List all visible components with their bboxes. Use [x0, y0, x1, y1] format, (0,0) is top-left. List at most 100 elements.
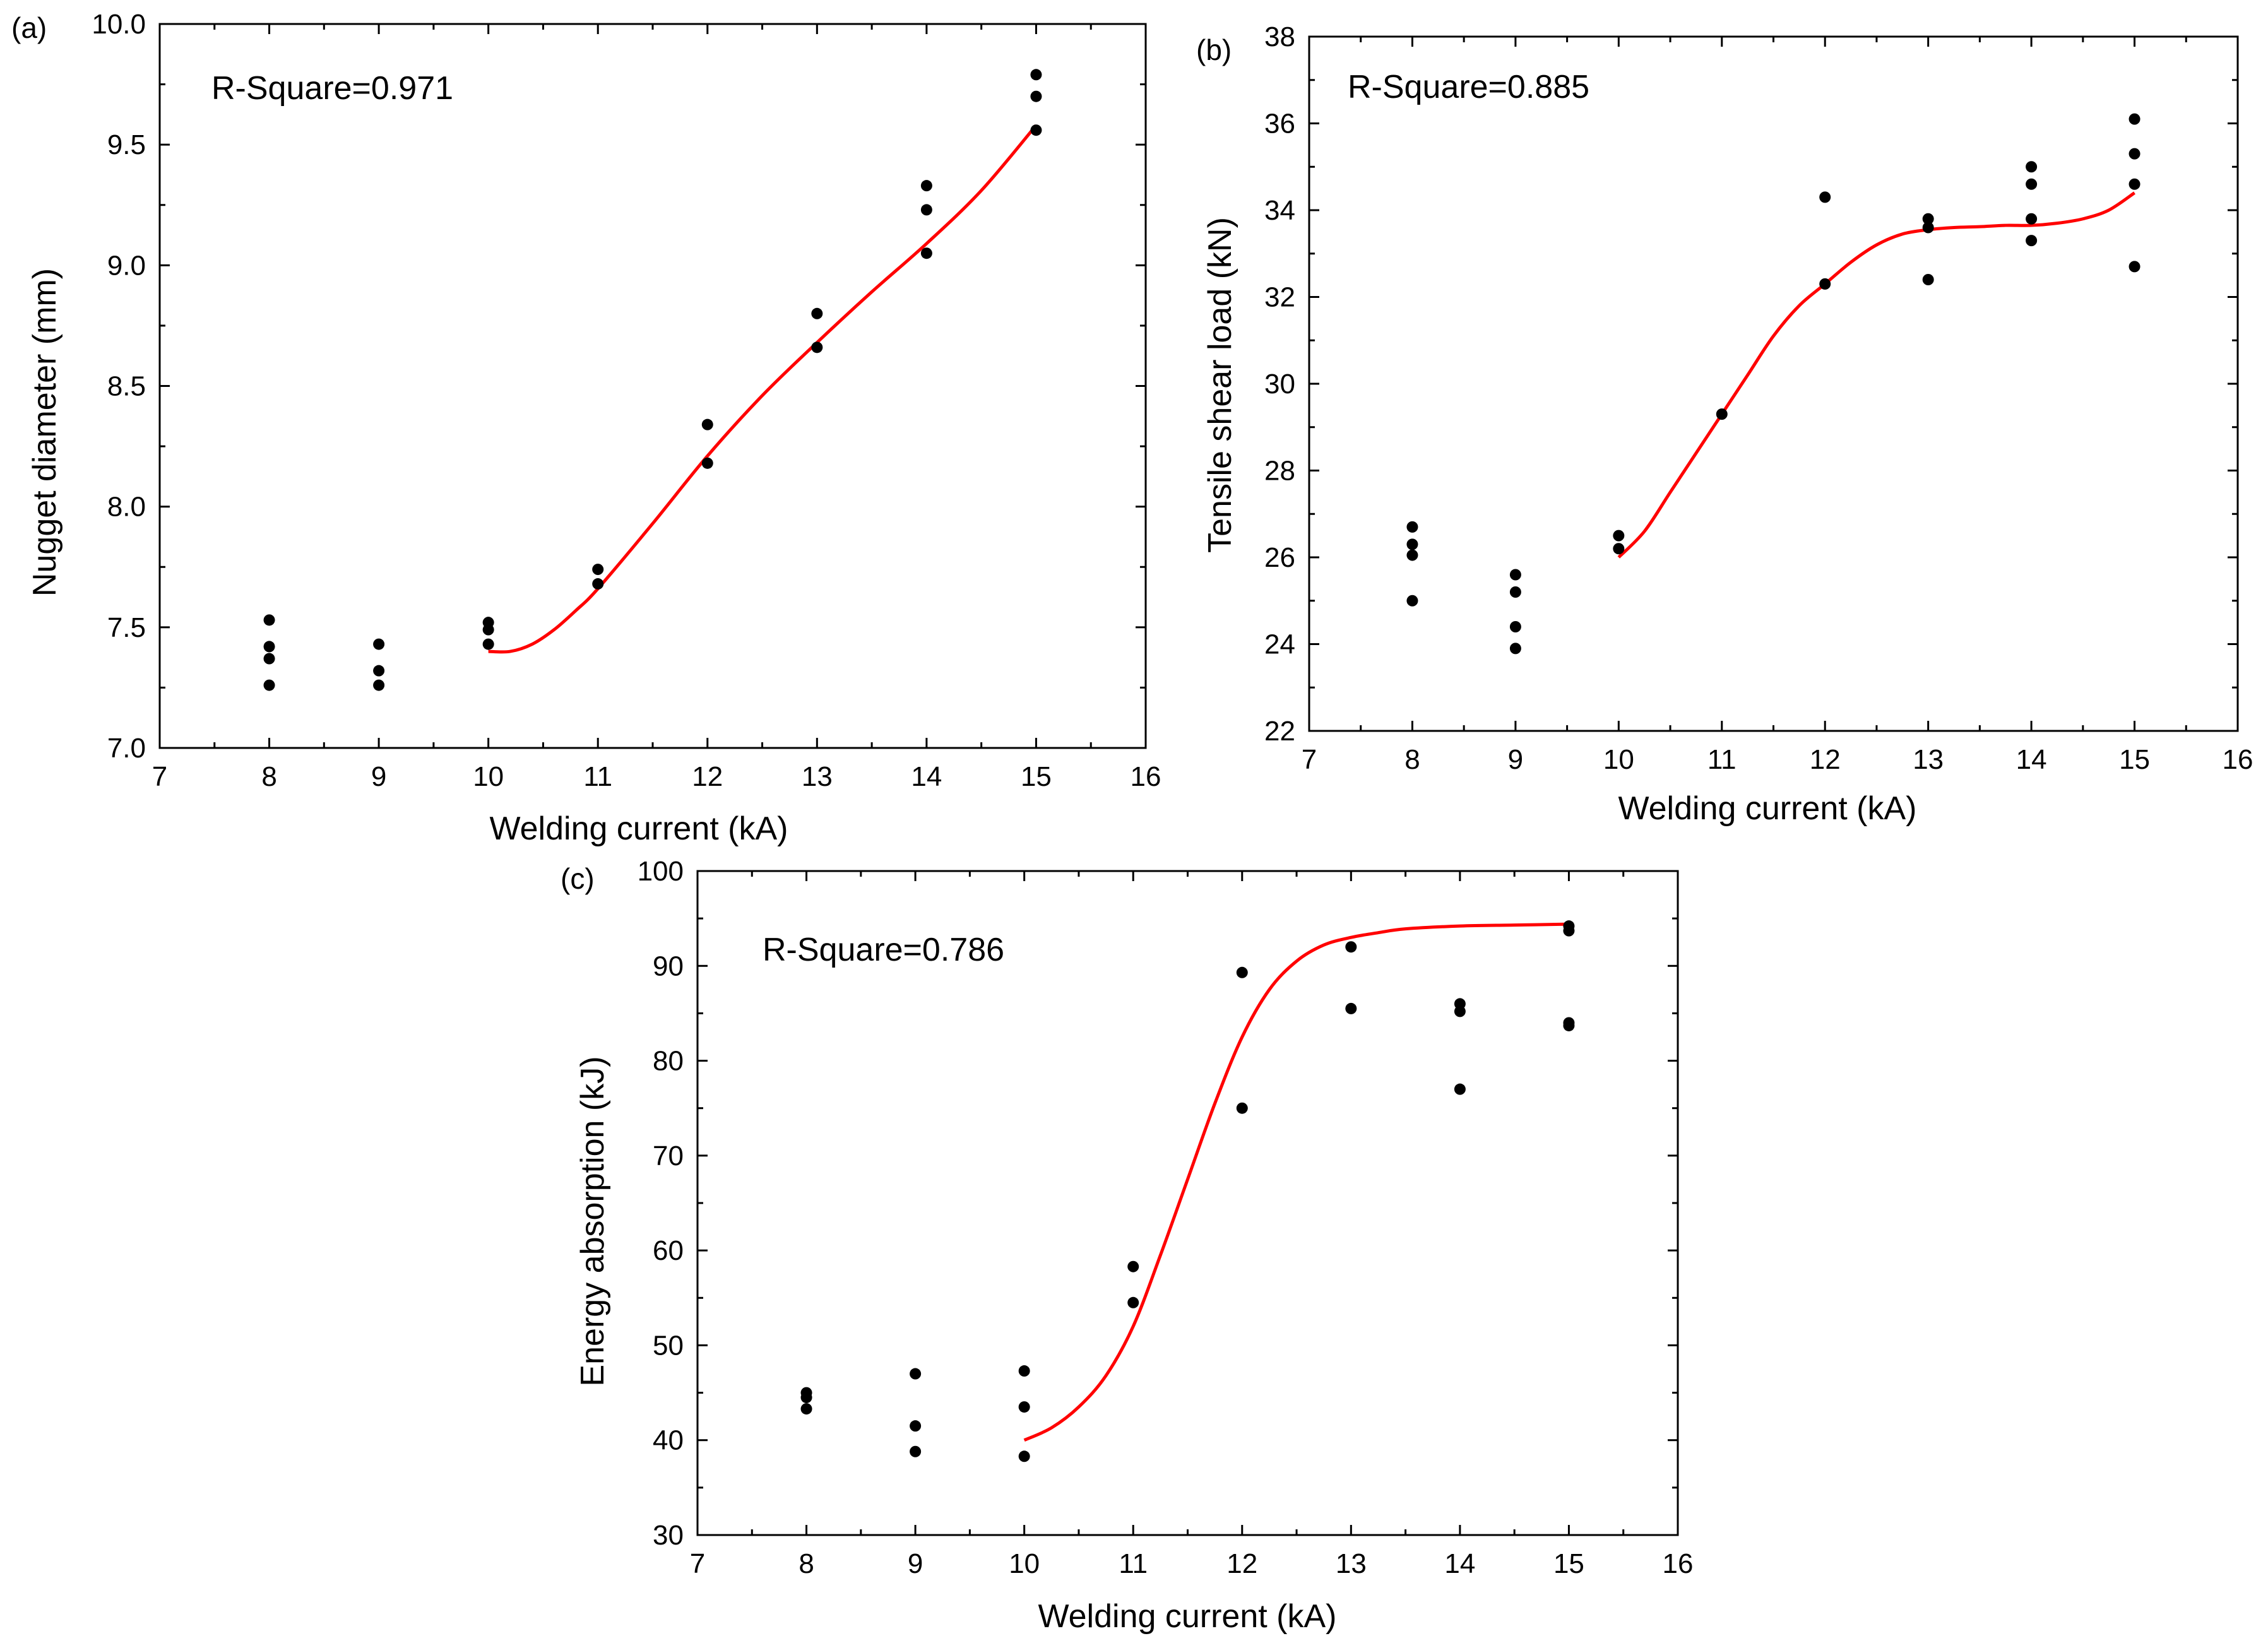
panel-a-y-tick-label: 7.5	[107, 612, 146, 643]
panel-a-x-tick-label: 16	[1131, 761, 1161, 792]
panel-a-x-tick-label: 8	[261, 761, 276, 792]
panel-a-data-point	[373, 665, 385, 677]
panel-b-data-point	[1819, 278, 1831, 290]
panel-a-y-tick-label: 8.0	[107, 492, 146, 523]
panel-a-y-axis-title: Nugget diameter (mm)	[27, 268, 63, 596]
panel-b-x-axis-title: Welding current (kA)	[1618, 790, 1917, 827]
panel-a-y-tick-label: 7.0	[107, 733, 146, 764]
panel-a-data-point	[482, 638, 494, 650]
panel-a-x-axis-title: Welding current (kA)	[490, 810, 788, 847]
panel-b-data-point	[1613, 530, 1625, 542]
panel-c-data-point	[1454, 1083, 1466, 1095]
panel-c-y-tick-label: 60	[653, 1235, 684, 1266]
panel-b-y-axis-title: Tensile shear load (kN)	[1202, 217, 1238, 553]
panel-b-x-tick-label: 11	[1707, 744, 1737, 775]
panel-b-data-point	[2128, 148, 2140, 160]
panel-c-x-tick-label: 14	[1444, 1548, 1475, 1579]
panel-c-data-point	[1345, 1002, 1357, 1014]
panel-a-r-square: R-Square=0.971	[211, 70, 453, 107]
panel-c-x-tick-label: 13	[1336, 1548, 1367, 1579]
panel-c-data-point	[1236, 966, 1248, 978]
panel-a-data-point	[263, 679, 275, 691]
panel-b-y-tick-label: 36	[1264, 109, 1295, 139]
panel-c-data-point	[800, 1392, 812, 1404]
panel-c-data-point	[1454, 1005, 1466, 1017]
panel-b-y-tick-label: 30	[1264, 369, 1295, 400]
panel-c-x-tick-label: 7	[690, 1548, 705, 1579]
panel-b-data-point	[1716, 408, 1728, 420]
panel-b-data-point	[1509, 621, 1521, 632]
panel-b-y-tick-label: 22	[1264, 716, 1295, 747]
panel-a-x-tick-label: 10	[473, 761, 504, 792]
panel-a-x-tick-label: 9	[371, 761, 386, 792]
panel-a-data-point	[482, 624, 494, 636]
panel-b-x-tick-label: 13	[1913, 744, 1944, 775]
panel-b-data-point	[1922, 213, 1934, 225]
panel-b-fit-curve	[1617, 191, 2135, 559]
panel-c-y-tick-label: 30	[653, 1520, 684, 1551]
panel-a-x-tick-label: 11	[583, 761, 612, 792]
panel-a-x-tick-label: 13	[802, 761, 833, 792]
panel-b-x-tick-label: 14	[2016, 744, 2047, 775]
panel-b-data-point	[1509, 569, 1521, 581]
panel-a-y-tick-label: 8.5	[107, 371, 146, 402]
panel-b-data-point	[1406, 538, 1418, 550]
panel-c-y-tick-label: 90	[653, 951, 684, 981]
panel-c-x-tick-label: 15	[1553, 1548, 1584, 1579]
panel-b-data-point	[2026, 178, 2038, 190]
panel-a-data-point	[920, 204, 932, 216]
panel-b-y-tick-label: 28	[1264, 456, 1295, 487]
panel-b-data-point	[1509, 643, 1521, 655]
panel-c-y-axis-title: Energy absorption (kJ)	[574, 1056, 611, 1386]
panel-b-x-tick-label: 7	[1302, 744, 1317, 775]
panel-b-r-square: R-Square=0.885	[1348, 69, 1589, 105]
panel-a-y-tick-label: 10.0	[92, 9, 146, 40]
panel-b-x-tick-label: 16	[2223, 744, 2253, 775]
panel-b-data-point	[1819, 191, 1831, 203]
panel-a-data-point	[592, 564, 604, 576]
panel-a-x-tick-label: 12	[692, 761, 723, 792]
panel-a-data-point	[263, 653, 275, 665]
panel-b-y-tick-label: 32	[1264, 282, 1295, 313]
panel-a-x-tick-label: 14	[911, 761, 942, 792]
panel-a-data-point	[811, 341, 823, 353]
panel-c-data-point	[910, 1420, 922, 1432]
panel-b-data-point	[1406, 521, 1418, 533]
panel-c-data-point	[1127, 1296, 1139, 1308]
panel-b-label: (b)	[1196, 33, 1232, 66]
panel-c-data-point	[1127, 1260, 1139, 1272]
panel-a-data-point	[263, 614, 275, 626]
panel-a-data-point	[701, 418, 713, 430]
panel-b-data-point	[2026, 213, 2038, 225]
panel-c-y-tick-label: 70	[653, 1141, 684, 1171]
panel-c-x-tick-label: 16	[1663, 1548, 1694, 1579]
panel-a-y-tick-label: 9.0	[107, 250, 146, 281]
panel-c-energy-absorption: (c) R-Square=0.786 Welding current (kA) …	[561, 856, 1693, 1635]
panel-c-label: (c)	[561, 862, 595, 895]
panel-a-x-tick-label: 7	[152, 761, 167, 792]
panel-c-x-tick-label: 12	[1226, 1548, 1257, 1579]
panel-c-data-point	[910, 1445, 922, 1457]
panel-a-label: (a)	[11, 11, 47, 44]
panel-a-data-point	[373, 638, 385, 650]
panel-b-y-tick-label: 26	[1264, 542, 1295, 573]
panel-a-data-point	[920, 180, 932, 192]
panel-b-data-point	[1613, 543, 1625, 555]
panel-a-data-point	[701, 457, 713, 469]
panel-a-fit-curve	[488, 124, 1038, 654]
panel-c-y-tick-label: 40	[653, 1425, 684, 1456]
panel-c-x-tick-label: 9	[908, 1548, 923, 1579]
panel-b-data-point	[2128, 261, 2140, 273]
panel-c-data-point	[1563, 1019, 1575, 1031]
panel-a-data-point	[920, 247, 932, 259]
panel-b-x-tick-label: 8	[1404, 744, 1420, 775]
panel-b-y-tick-label: 34	[1264, 195, 1295, 226]
panel-b-y-tick-label: 38	[1264, 21, 1295, 52]
panel-b-data-point	[2026, 235, 2038, 247]
panel-b-data-point	[1922, 222, 1934, 234]
panel-c-data-point	[910, 1368, 922, 1380]
panel-a-data-point	[592, 578, 604, 590]
panel-c-y-tick-label: 100	[638, 856, 684, 887]
panel-c-y-tick-label: 50	[653, 1330, 684, 1361]
